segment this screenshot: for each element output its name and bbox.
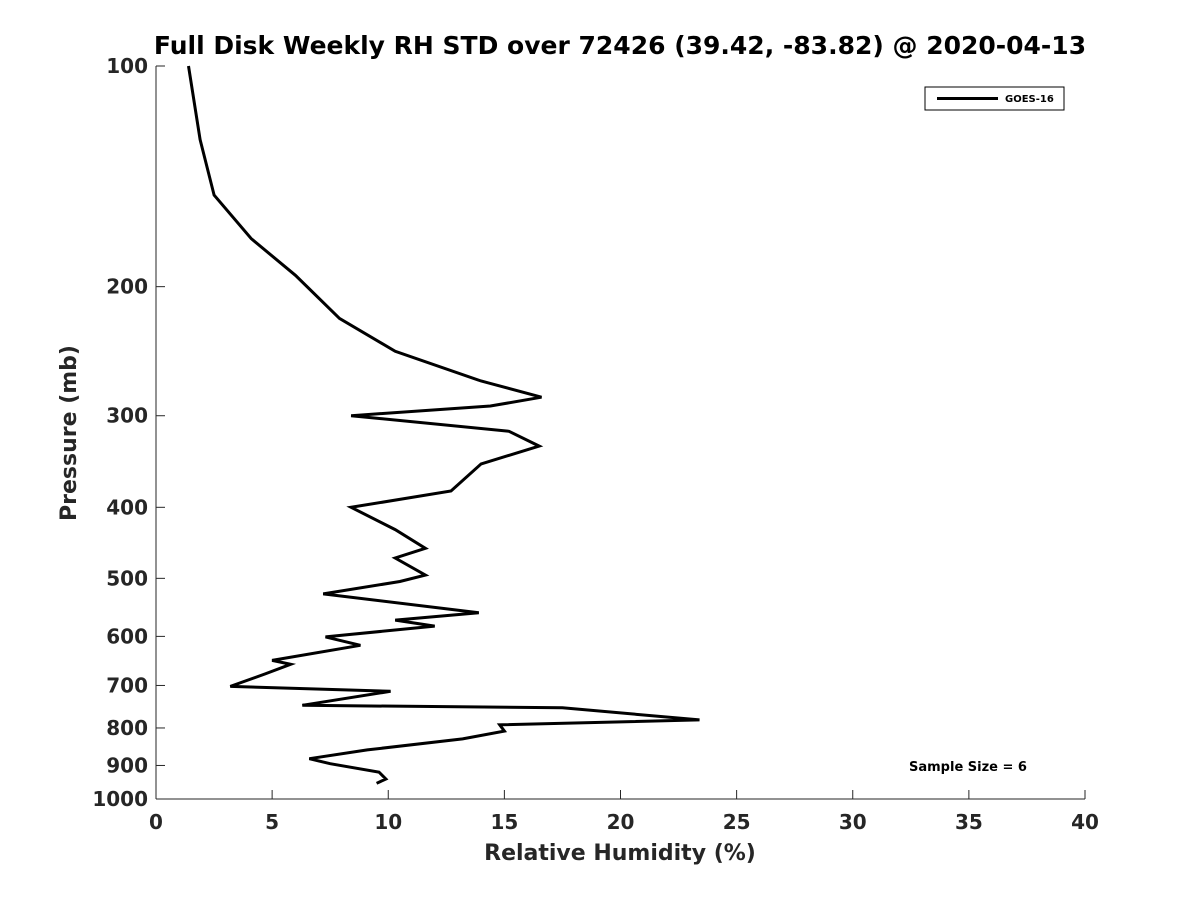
series-line-goes-16 (187, 65, 700, 785)
y-tick-label: 100 (106, 54, 148, 78)
legend: GOES-16 (924, 86, 1065, 111)
y-tick-label: 200 (106, 275, 148, 299)
x-tick-label: 35 (955, 810, 983, 834)
x-axis-label: Relative Humidity (%) (484, 841, 756, 866)
x-tick-label: 15 (490, 810, 518, 834)
x-axis-ticks: 0 5 10 15 20 25 30 35 40 (149, 790, 1099, 834)
y-tick-label: 600 (106, 624, 148, 648)
x-tick-label: 5 (265, 810, 279, 834)
y-tick-label: 700 (106, 673, 148, 697)
legend-label-goes16: GOES-16 (1005, 94, 1054, 105)
x-tick-label: 0 (149, 810, 163, 834)
x-tick-label: 25 (723, 810, 751, 834)
y-tick-label: 900 (106, 753, 148, 777)
sample-size-annotation: Sample Size = 6 (909, 760, 1027, 775)
x-tick-label: 40 (1071, 810, 1099, 834)
y-tick-label: 300 (106, 404, 148, 428)
y-axis-ticks: 100 200 300 400 500 600 700 800 900 1000 (92, 54, 165, 811)
chart-title: Full Disk Weekly RH STD over 72426 (39.4… (154, 31, 1086, 60)
y-tick-label: 400 (106, 495, 148, 519)
series-layer (187, 65, 700, 785)
y-tick-label: 800 (106, 716, 148, 740)
x-tick-label: 20 (607, 810, 635, 834)
x-tick-label: 30 (839, 810, 867, 834)
x-tick-label: 10 (374, 810, 402, 834)
y-tick-label: 1000 (92, 787, 148, 811)
y-tick-label: 500 (106, 566, 148, 590)
y-axis-label: Pressure (mb) (57, 345, 82, 521)
